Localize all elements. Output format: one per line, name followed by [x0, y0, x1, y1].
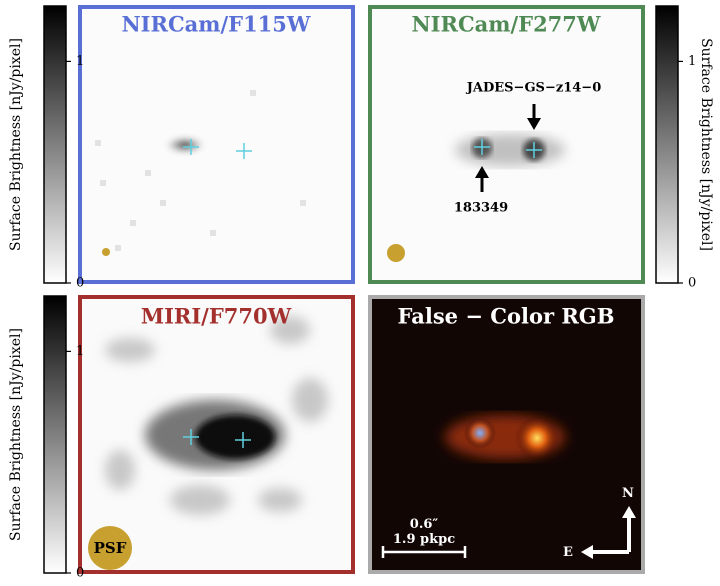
panel-rgb: 0.6″ 1.9 pkpc N E False − Color RGB	[368, 295, 645, 574]
compass-label: E	[563, 545, 573, 560]
scale-label: 0.6″	[410, 517, 439, 532]
panel-f115w: NIRCam/F115W	[78, 5, 355, 284]
annotation: 183349	[454, 201, 508, 216]
psf-label: PSF	[94, 539, 127, 557]
tick-label: 0	[76, 566, 84, 581]
colorbar-label: Surface Brightness [nJy/pixel]	[8, 38, 24, 251]
tick-label: 1	[688, 54, 696, 69]
colorbar	[43, 5, 67, 284]
scale-label: 1.9 pkpc	[393, 532, 455, 547]
colorbar-label: Surface Brightness [nJy/pixel]	[698, 38, 714, 251]
tick-label: 1	[76, 54, 84, 69]
colorbar	[43, 295, 67, 574]
panel-title: NIRCam/F115W	[121, 12, 310, 37]
panel-title: MIRI/F770W	[141, 304, 292, 329]
panel-f277w: JADES−GS−z14−0 183349 NIRCam/F277W	[368, 5, 645, 284]
tick-label: 1	[76, 344, 84, 359]
panel-title: False − Color RGB	[398, 304, 615, 329]
compass-label: N	[622, 486, 634, 501]
colorbar-label: Surface Brightness [nJy/pixel]	[8, 328, 24, 541]
colorbar	[655, 5, 679, 284]
tick-label: 0	[688, 276, 696, 291]
panel-title: NIRCam/F277W	[411, 12, 600, 37]
annotation: JADES−GS−z14−0	[466, 81, 602, 96]
panel-f770w: PSF MIRI/F770W	[78, 295, 355, 574]
tick-label: 0	[76, 276, 84, 291]
